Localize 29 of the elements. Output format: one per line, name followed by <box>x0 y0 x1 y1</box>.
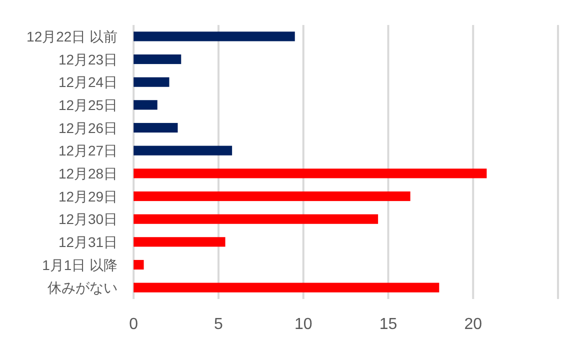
x-tick-label: 10 <box>294 316 312 333</box>
bar <box>134 168 487 178</box>
bar <box>134 122 178 133</box>
y-tick-label: 12月23日 <box>58 51 118 68</box>
y-tick-label: 12月29日 <box>58 188 118 204</box>
x-tick-label: 0 <box>129 316 138 333</box>
bar <box>134 260 144 270</box>
bar <box>134 214 378 224</box>
y-tick-label: 12月24日 <box>58 74 118 90</box>
y-tick-label: 12月28日 <box>58 165 118 182</box>
y-tick-label: 12月27日 <box>58 142 118 159</box>
y-tick-label: 12月31日 <box>58 234 118 250</box>
x-tick-label: 20 <box>464 316 482 333</box>
y-tick-label: 休みがない <box>48 280 118 296</box>
bar <box>134 54 182 64</box>
bar <box>134 191 410 202</box>
y-tick-label: 12月22日 以前 <box>26 28 118 44</box>
bar <box>134 100 158 110</box>
bar <box>134 32 295 42</box>
y-tick-label: 12月26日 <box>58 120 118 136</box>
bar <box>134 77 170 87</box>
x-tick-label: 5 <box>214 316 224 333</box>
bar <box>134 146 232 156</box>
bar <box>134 237 226 247</box>
y-tick-label: 12月30日 <box>58 211 118 228</box>
y-tick-label: 1月1日 以降 <box>42 256 118 273</box>
bar <box>134 282 440 292</box>
x-tick-label: 15 <box>379 316 398 333</box>
y-tick-label: 12月25日 <box>58 96 118 113</box>
